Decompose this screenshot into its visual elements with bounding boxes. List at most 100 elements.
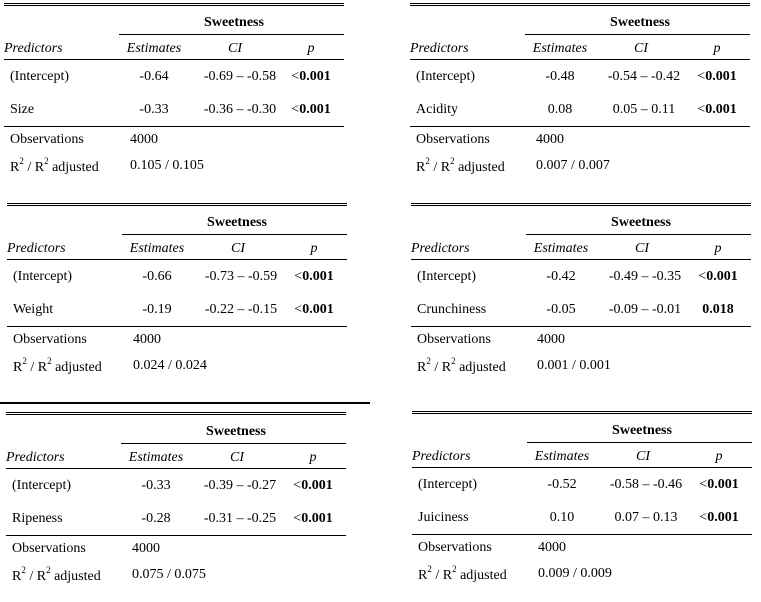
p-value: <0.001 — [293, 478, 333, 493]
observations-value: 4000 — [132, 541, 160, 556]
observations-label: Observations — [10, 132, 84, 147]
ci-value: -0.36 – -0.30 — [203, 102, 277, 117]
header-predictors: Predictors — [4, 41, 63, 56]
observations-label: Observations — [416, 132, 490, 147]
ci-value: 0.07 – 0.13 — [614, 510, 678, 525]
header-predictors: Predictors — [411, 241, 470, 256]
predictor-name: Acidity — [416, 102, 458, 117]
regression-table-juiciness: Sweetness Predictors Estimates CI p (Int… — [412, 411, 752, 601]
header-ci: CI — [634, 41, 648, 56]
predictor-name: Crunchiness — [417, 302, 487, 317]
r2-value: 0.105 / 0.105 — [130, 158, 204, 173]
r2-label: R2 / R2 adjusted — [418, 564, 507, 583]
header-p: p — [715, 449, 723, 464]
header-predictors: Predictors — [6, 450, 65, 465]
regression-table-acidity: Sweetness Predictors Estimates CI p (Int… — [410, 3, 750, 193]
estimate-value: 0.08 — [547, 102, 573, 117]
observations-label: Observations — [417, 332, 491, 347]
predictor-name: (Intercept) — [12, 478, 72, 493]
estimate-value: -0.33 — [139, 102, 169, 117]
table-top-rule — [4, 3, 344, 6]
dependent-variable-label: Sweetness — [610, 15, 670, 30]
observations-value: 4000 — [133, 332, 161, 347]
table-top-rule — [411, 203, 751, 206]
dependent-variable-label: Sweetness — [206, 424, 266, 439]
header-rule — [410, 59, 750, 60]
header-p: p — [309, 450, 317, 465]
ci-value: -0.69 – -0.58 — [203, 69, 277, 84]
dv-underline — [526, 234, 751, 235]
predictor-name: (Intercept) — [13, 269, 73, 284]
ci-value: -0.73 – -0.59 — [204, 269, 278, 284]
header-rule — [7, 259, 347, 260]
body-rule — [412, 534, 752, 535]
ci-value: -0.09 – -0.01 — [608, 302, 682, 317]
dependent-variable-label: Sweetness — [204, 15, 264, 30]
header-estimates: Estimates — [533, 241, 589, 256]
header-estimates: Estimates — [128, 450, 184, 465]
header-predictors: Predictors — [7, 241, 66, 256]
predictor-name: (Intercept) — [418, 477, 478, 492]
dv-underline — [121, 443, 346, 444]
predictor-name: Juiciness — [418, 510, 469, 525]
observations-value: 4000 — [538, 540, 566, 555]
table-top-rule — [6, 412, 346, 415]
estimate-value: -0.33 — [141, 478, 171, 493]
predictor-name: (Intercept) — [417, 269, 477, 284]
r2-value: 0.009 / 0.009 — [538, 566, 612, 581]
p-value: 0.018 — [702, 302, 734, 317]
observations-label: Observations — [13, 332, 87, 347]
p-value: <0.001 — [697, 69, 737, 84]
r2-label: R2 / R2 adjusted — [10, 156, 99, 175]
estimate-value: -0.48 — [545, 69, 575, 84]
dependent-variable-label: Sweetness — [207, 215, 267, 230]
estimate-value: -0.66 — [142, 269, 172, 284]
r2-value: 0.007 / 0.007 — [536, 158, 610, 173]
ci-value: -0.49 – -0.35 — [608, 269, 682, 284]
header-ci: CI — [228, 41, 242, 56]
estimate-value: -0.28 — [141, 511, 171, 526]
dependent-variable-label: Sweetness — [612, 423, 672, 438]
body-rule — [411, 326, 751, 327]
header-p: p — [310, 241, 318, 256]
predictor-name: Weight — [13, 302, 54, 317]
regression-table-size: Sweetness Predictors Estimates CI p (Int… — [4, 3, 344, 193]
table-top-rule — [7, 203, 347, 206]
header-p: p — [713, 41, 721, 56]
header-predictors: Predictors — [410, 41, 469, 56]
header-estimates: Estimates — [126, 41, 182, 56]
body-rule — [4, 126, 344, 127]
body-rule — [7, 326, 347, 327]
header-p: p — [307, 41, 315, 56]
observations-value: 4000 — [130, 132, 158, 147]
ci-value: -0.31 – -0.25 — [203, 511, 277, 526]
p-value: <0.001 — [293, 511, 333, 526]
dv-underline — [119, 34, 344, 35]
ci-value: -0.58 – -0.46 — [609, 477, 683, 492]
p-value: <0.001 — [291, 69, 331, 84]
p-value: <0.001 — [699, 477, 739, 492]
estimate-value: -0.19 — [142, 302, 172, 317]
r2-label: R2 / R2 adjusted — [13, 356, 102, 375]
r2-value: 0.024 / 0.024 — [133, 358, 207, 373]
ci-value: 0.05 – 0.11 — [612, 102, 676, 117]
ci-value: -0.54 – -0.42 — [607, 69, 681, 84]
header-predictors: Predictors — [412, 449, 471, 464]
r2-value: 0.075 / 0.075 — [132, 567, 206, 582]
estimate-value: -0.05 — [546, 302, 576, 317]
body-rule — [410, 126, 750, 127]
p-value: <0.001 — [291, 102, 331, 117]
header-estimates: Estimates — [534, 449, 590, 464]
header-estimates: Estimates — [129, 241, 185, 256]
predictor-name: (Intercept) — [416, 69, 476, 84]
header-rule — [6, 468, 346, 469]
ci-value: -0.39 – -0.27 — [203, 478, 277, 493]
p-value: <0.001 — [697, 102, 737, 117]
p-value: <0.001 — [294, 269, 334, 284]
estimate-value: -0.42 — [546, 269, 576, 284]
predictor-name: (Intercept) — [10, 69, 70, 84]
dv-underline — [525, 34, 750, 35]
section-divider — [0, 402, 370, 404]
observations-value: 4000 — [536, 132, 564, 147]
header-rule — [412, 467, 752, 468]
